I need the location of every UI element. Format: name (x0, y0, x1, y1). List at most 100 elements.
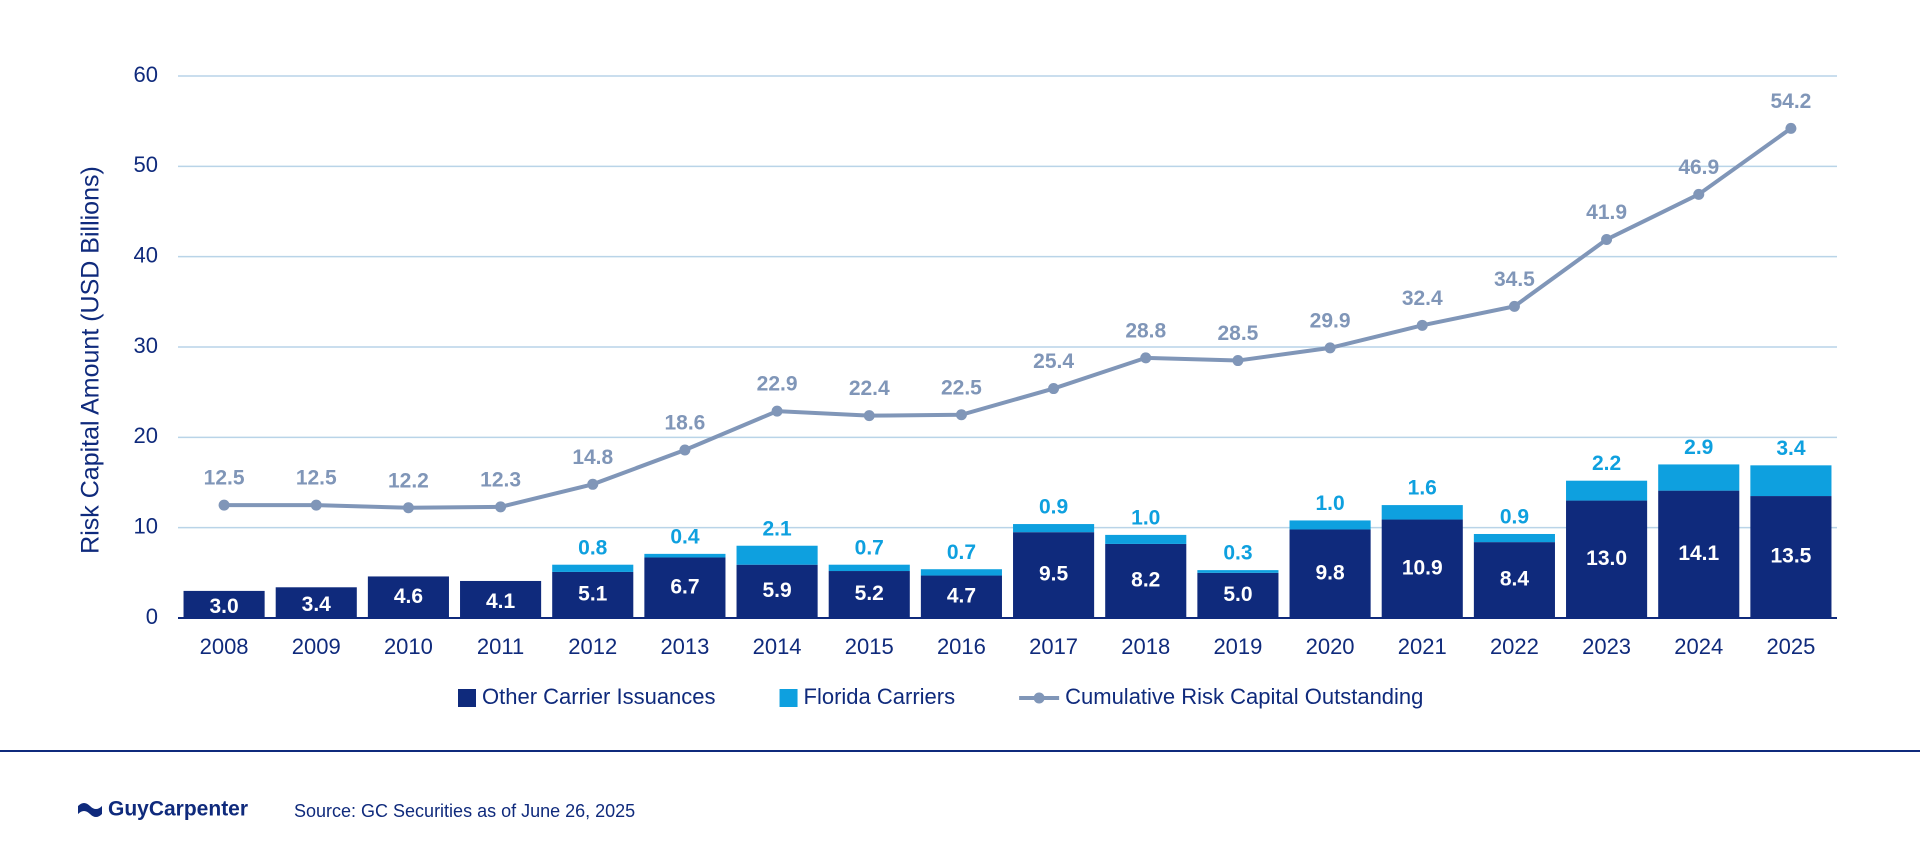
value-label: 4.1 (486, 590, 516, 613)
line-point (402, 502, 414, 514)
x-tick-label: 2016 (937, 634, 986, 659)
value-label: 0.7 (947, 541, 976, 564)
value-label: 28.8 (1125, 319, 1166, 342)
value-label: 34.5 (1494, 268, 1535, 291)
value-label: 2.1 (762, 517, 792, 540)
y-tick-label: 0 (146, 604, 158, 629)
bar-segment (1197, 572, 1279, 618)
x-tick-label: 2022 (1490, 634, 1539, 659)
value-label: 22.4 (849, 377, 890, 400)
bar-segment (1105, 534, 1187, 544)
value-label: 14.1 (1678, 542, 1719, 565)
legend-label: Other Carrier Issuances (482, 684, 716, 709)
line-point (1508, 300, 1520, 312)
x-tick-label: 2023 (1582, 634, 1631, 659)
x-tick-label: 2018 (1121, 634, 1170, 659)
y-tick-label: 50 (134, 152, 158, 177)
value-label: 12.3 (480, 468, 521, 491)
value-label: 0.9 (1039, 496, 1068, 519)
bar-segment (644, 553, 726, 558)
value-label: 5.1 (578, 583, 608, 606)
value-label: 3.0 (209, 595, 238, 618)
value-label: 54.2 (1770, 90, 1811, 113)
x-tick-label: 2020 (1306, 634, 1355, 659)
value-label: 9.5 (1039, 563, 1069, 586)
value-label: 46.9 (1678, 156, 1719, 179)
logo-icon (78, 803, 102, 817)
line-point (771, 405, 783, 417)
line-point (495, 501, 507, 513)
value-label: 0.3 (1223, 542, 1252, 565)
value-label: 0.4 (670, 525, 700, 548)
line-point (863, 410, 875, 422)
value-label: 3.4 (302, 593, 332, 616)
y-axis-title: Risk Capital Amount (USD Billions) (77, 166, 105, 554)
line-point (1601, 234, 1613, 246)
line-point (310, 499, 322, 511)
value-label: 41.9 (1586, 201, 1627, 224)
legend-swatch (779, 689, 798, 707)
bar-segment (1473, 542, 1555, 618)
x-tick-label: 2008 (200, 634, 249, 659)
x-tick-label: 2013 (660, 634, 709, 659)
bar-segment (1566, 480, 1648, 501)
value-label: 13.0 (1586, 547, 1627, 570)
x-tick-label: 2009 (292, 634, 341, 659)
value-label: 22.9 (757, 373, 798, 396)
logo: GuyCarpenter (78, 798, 248, 821)
legend-label: Cumulative Risk Capital Outstanding (1065, 684, 1423, 709)
bar-segment (1381, 519, 1463, 618)
value-label: 2.9 (1684, 436, 1713, 459)
x-tick-label: 2025 (1766, 634, 1815, 659)
value-label: 5.9 (762, 579, 791, 602)
value-label: 2.2 (1592, 452, 1621, 475)
value-label: 0.9 (1500, 506, 1529, 529)
value-label: 22.5 (941, 376, 982, 399)
value-label: 4.7 (947, 584, 976, 607)
logo-text: GuyCarpenter (108, 798, 248, 821)
line-point (1048, 383, 1060, 395)
line-point (679, 444, 691, 456)
value-label: 6.7 (670, 575, 699, 598)
bar-segment (1381, 505, 1463, 520)
line-point (1324, 342, 1336, 354)
y-tick-label: 60 (134, 62, 158, 87)
bar-segment (1473, 533, 1555, 543)
value-label: 12.5 (296, 467, 337, 490)
line-point (955, 409, 967, 421)
bar-segment (1566, 500, 1648, 618)
x-tick-label: 2019 (1213, 634, 1262, 659)
bar-segment (1658, 490, 1740, 618)
bar-segment (736, 564, 818, 618)
value-label: 18.6 (664, 412, 705, 435)
value-label: 5.2 (855, 582, 884, 605)
y-tick-label: 40 (134, 242, 158, 267)
bar-segment (460, 580, 542, 618)
line-point (587, 478, 599, 490)
value-label: 13.5 (1770, 545, 1811, 568)
y-tick-label: 30 (134, 333, 158, 358)
value-label: 4.6 (394, 585, 423, 608)
value-label: 1.0 (1315, 492, 1344, 515)
value-label: 9.8 (1315, 561, 1345, 584)
line-point (1785, 122, 1797, 134)
value-label: 3.4 (1776, 437, 1806, 460)
line-point (1140, 352, 1152, 364)
bar-segment (736, 545, 818, 565)
bar-segment (828, 564, 910, 572)
value-label: 8.4 (1500, 568, 1530, 591)
value-label: 12.2 (388, 469, 429, 492)
line-point (1693, 188, 1705, 200)
value-label: 0.7 (855, 536, 884, 559)
bar-segment (1750, 465, 1832, 497)
bar-segment (920, 575, 1002, 618)
legend-swatch (458, 689, 476, 707)
bar-segment (1197, 570, 1279, 573)
value-label: 1.6 (1408, 477, 1437, 500)
legend-label: Florida Carriers (804, 684, 956, 709)
line-point (1416, 319, 1428, 331)
value-label: 12.5 (204, 467, 245, 490)
y-tick-label: 20 (134, 423, 158, 448)
bar-segment (1289, 520, 1371, 530)
